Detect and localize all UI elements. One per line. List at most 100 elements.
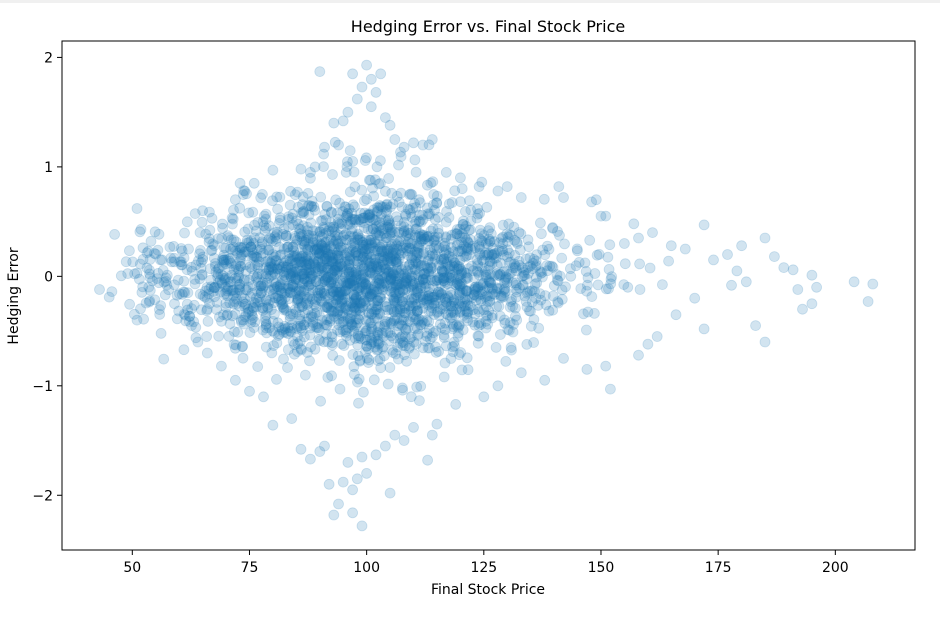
- scatter-point: [350, 303, 362, 315]
- scatter-point: [230, 259, 242, 271]
- scatter-point: [369, 174, 381, 186]
- scatter-point: [399, 331, 411, 343]
- scatter-point: [400, 272, 412, 283]
- scatter-point: [294, 313, 306, 325]
- scatter-point: [287, 219, 299, 231]
- scatter-point: [180, 315, 192, 327]
- scatter-point: [454, 287, 466, 299]
- scatter-point: [374, 265, 386, 277]
- scatter-point: [297, 191, 309, 203]
- scatter-point: [513, 259, 525, 271]
- scatter-point: [553, 181, 565, 193]
- scatter-point: [537, 271, 548, 283]
- scatter-point: [296, 230, 308, 242]
- scatter-point: [328, 272, 340, 284]
- scatter-point: [395, 244, 406, 256]
- scatter-point: [355, 296, 366, 308]
- scatter-point: [290, 274, 302, 286]
- scatter-point: [366, 321, 378, 333]
- scatter-point: [302, 304, 314, 316]
- scatter-point: [375, 201, 387, 213]
- scatter-point: [552, 297, 564, 309]
- scatter-point: [484, 296, 496, 308]
- scatter-point: [364, 317, 376, 329]
- scatter-point: [491, 301, 503, 313]
- scatter-point: [445, 272, 457, 284]
- scatter-point: [453, 289, 465, 301]
- scatter-point: [494, 310, 506, 322]
- scatter-point: [403, 242, 415, 254]
- scatter-point: [369, 331, 381, 343]
- scatter-point: [280, 230, 292, 242]
- scatter-point: [390, 257, 402, 269]
- scatter-point: [298, 319, 310, 331]
- scatter-point: [486, 309, 498, 321]
- scatter-point: [425, 274, 437, 286]
- scatter-point: [404, 243, 416, 255]
- scatter-point: [332, 293, 344, 305]
- scatter-point: [547, 290, 559, 302]
- scatter-point: [294, 284, 306, 296]
- scatter-point: [472, 208, 484, 220]
- scatter-point: [338, 315, 350, 327]
- scatter-point: [297, 220, 309, 232]
- scatter-point: [465, 215, 477, 227]
- scatter-point: [267, 263, 279, 275]
- scatter-point: [237, 314, 249, 326]
- scatter-point: [304, 322, 316, 334]
- scatter-point: [459, 232, 471, 244]
- scatter-point: [364, 267, 376, 279]
- scatter-point: [390, 211, 402, 223]
- scatter-point: [133, 273, 145, 285]
- scatter-point: [586, 291, 598, 303]
- scatter-point: [456, 268, 468, 280]
- scatter-point: [378, 281, 390, 293]
- scatter-point: [277, 274, 288, 286]
- scatter-point: [622, 281, 634, 293]
- scatter-point: [340, 266, 352, 278]
- scatter-point: [478, 304, 490, 316]
- scatter-point: [261, 277, 273, 289]
- scatter-point: [325, 232, 336, 244]
- scatter-point: [382, 266, 394, 278]
- scatter-point: [350, 265, 362, 277]
- scatter-point: [509, 249, 521, 261]
- scatter-point: [371, 344, 383, 356]
- scatter-point: [487, 283, 498, 295]
- scatter-point: [280, 327, 292, 339]
- scatter-point: [231, 275, 243, 287]
- scatter-point: [375, 225, 387, 236]
- scatter-point: [399, 272, 410, 284]
- scatter-point: [285, 308, 297, 320]
- scatter-point: [356, 184, 368, 196]
- scatter-point: [340, 201, 352, 213]
- scatter-point: [698, 323, 710, 335]
- scatter-point: [423, 305, 435, 317]
- scatter-point: [249, 219, 260, 231]
- scatter-point: [321, 302, 333, 314]
- scatter-point: [554, 270, 566, 282]
- scatter-point: [324, 315, 336, 327]
- scatter-point: [458, 250, 469, 262]
- scatter-point: [348, 267, 360, 279]
- scatter-point: [211, 304, 223, 316]
- scatter-point: [384, 251, 396, 263]
- scatter-point: [260, 262, 272, 274]
- scatter-point: [679, 243, 691, 255]
- scatter-point: [503, 324, 515, 336]
- scatter-point: [498, 284, 510, 296]
- scatter-point: [385, 261, 397, 272]
- scatter-point: [391, 279, 403, 291]
- scatter-point: [314, 335, 326, 347]
- scatter-point: [384, 487, 396, 499]
- scatter-point: [341, 264, 353, 276]
- scatter-point: [461, 242, 472, 254]
- scatter-point: [421, 295, 433, 307]
- scatter-point: [344, 251, 356, 263]
- scatter-point: [484, 290, 496, 302]
- scatter-point: [384, 228, 396, 240]
- scatter-point: [445, 300, 457, 312]
- scatter-point: [440, 300, 452, 312]
- scatter-point: [412, 256, 424, 268]
- scatter-point: [296, 268, 308, 280]
